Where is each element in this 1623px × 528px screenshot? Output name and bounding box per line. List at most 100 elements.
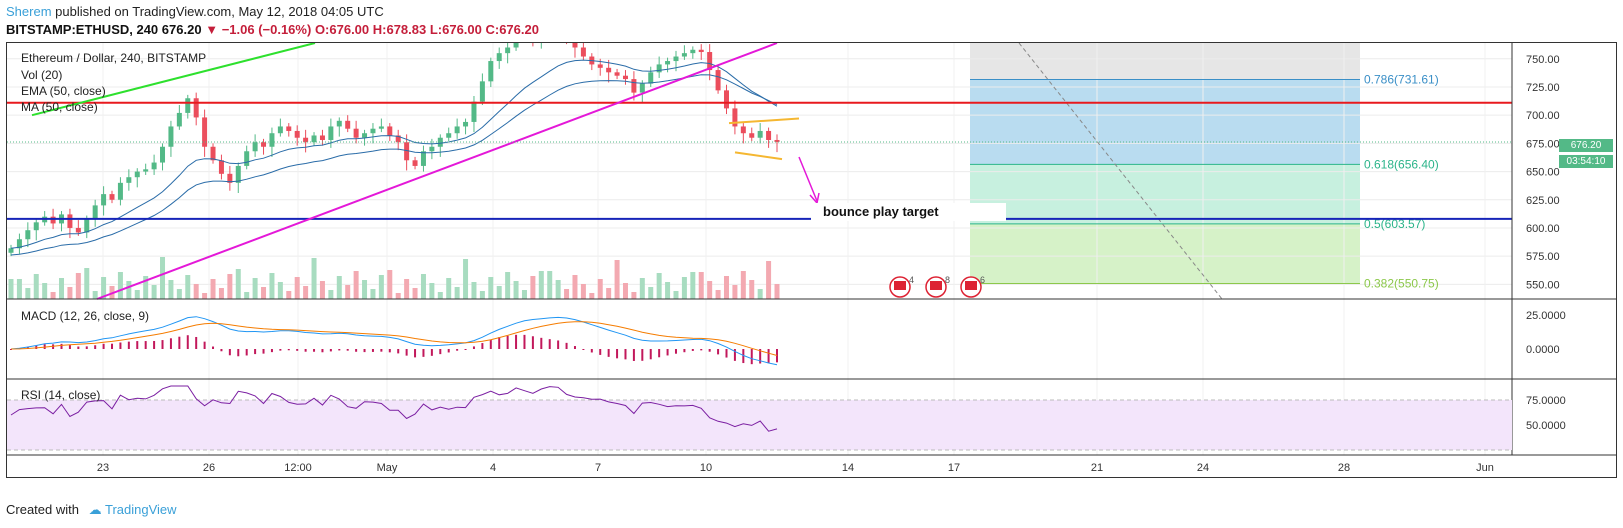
macd-histogram-bar (582, 349, 585, 350)
volume-bar (639, 278, 645, 299)
candle-body (235, 165, 241, 183)
macd-histogram-bar (649, 349, 652, 360)
candle-body (395, 135, 401, 143)
macd-histogram-bar (742, 349, 745, 364)
symbol-label: BITSTAMP:ETHUSD, 240 (6, 22, 159, 37)
candle-body (336, 120, 342, 127)
macd-histogram-bar (77, 346, 80, 349)
last-price-tag: 676.20 (1559, 139, 1613, 152)
candle-body (454, 126, 460, 134)
candle-body (597, 64, 603, 68)
author-link[interactable]: Sherem (6, 4, 52, 19)
x-tick-label: 21 (1091, 462, 1103, 474)
chart-svg[interactable]: 750.00 725.00 700.00 675.00 650.00 625.00 600.… (7, 43, 1616, 477)
volume-bar (505, 272, 511, 299)
volume-bar (227, 274, 233, 299)
macd-histogram-bar (531, 336, 534, 349)
macd-histogram-bar (136, 341, 139, 349)
macd-line (10, 316, 778, 366)
macd-histogram-bar (321, 349, 324, 353)
candle-body (75, 227, 81, 233)
macd-histogram-bar (254, 349, 257, 355)
candle-body (218, 160, 224, 174)
macd-histogram-bar (313, 349, 316, 352)
volume-bar (202, 293, 208, 299)
macd-tick-label: 25.0000 (1526, 310, 1566, 322)
candle-body (723, 90, 729, 109)
volume-bar (345, 285, 351, 299)
event-count: 6 (980, 275, 985, 285)
volume-bar (395, 293, 401, 299)
macd-histogram-bar (153, 340, 156, 349)
macd-histogram-bar (632, 349, 635, 361)
candle-body (740, 126, 746, 134)
magenta-trend-line (96, 43, 778, 300)
candle-body (437, 137, 443, 147)
volume-bar (193, 284, 199, 299)
macd-histogram-bar (296, 349, 299, 351)
macd-histogram-bar (767, 349, 770, 364)
candle-body (766, 130, 772, 140)
legend-vol[interactable]: Vol (20) (21, 68, 63, 82)
macd-histogram-bar (85, 346, 88, 349)
macd-histogram-bar (616, 349, 619, 359)
volume-bar (244, 292, 250, 299)
candle-body (92, 205, 98, 219)
volume-bar (766, 261, 772, 299)
volume-bar (648, 287, 654, 299)
volume-bar (437, 292, 443, 299)
candle-body (505, 47, 511, 54)
legend-rsi[interactable]: RSI (14, close) (21, 388, 101, 402)
candle-body (353, 128, 359, 138)
macd-histogram-bar (700, 349, 703, 351)
volume-bar (774, 284, 780, 299)
volume-bar (555, 280, 561, 299)
macd-histogram-bar (708, 349, 711, 352)
macd-histogram-bar (127, 341, 130, 349)
volume-bar (471, 282, 477, 299)
volume-bar (59, 278, 65, 299)
x-tick-label: 12:00 (284, 462, 312, 474)
x-tick-label: 10 (700, 462, 712, 474)
candle-body (286, 126, 292, 131)
candle-body (277, 126, 283, 134)
candle-body (193, 98, 199, 118)
down-arrow-icon: ▼ (205, 22, 219, 37)
candle-body (294, 130, 300, 138)
macd-histogram-bar (169, 338, 172, 349)
volume-bar (67, 287, 73, 299)
event-count: 4 (909, 275, 914, 285)
candle-body (67, 214, 73, 228)
macd-histogram-bar (371, 349, 374, 352)
volume-bar (673, 291, 679, 299)
publish-text: published on TradingView.com, May 12, 20… (55, 4, 384, 19)
legend-macd[interactable]: MACD (12, 26, close, 9) (21, 309, 150, 323)
candle-body (176, 112, 182, 127)
volume-bar (521, 290, 527, 299)
volume-bar (362, 280, 368, 299)
tradingview-link[interactable]: ☁ TradingView (88, 502, 177, 517)
macd-histogram-bar (641, 349, 644, 361)
volume-bar (378, 275, 384, 299)
macd-histogram-bar (430, 349, 433, 356)
price-tick-label: 575.00 (1526, 251, 1560, 263)
footer: Created with ☁ TradingView (6, 502, 177, 518)
macd-histogram-bar (60, 343, 63, 349)
candle-body (446, 133, 452, 138)
legend-ema[interactable]: EMA (50, close) (21, 84, 106, 98)
macd-histogram-bar (10, 349, 12, 350)
created-with: Created with (6, 502, 79, 517)
legend-ma[interactable]: MA (50, close) (21, 100, 98, 114)
volume-bar (496, 286, 502, 299)
price-tick-label: 700.00 (1526, 110, 1560, 122)
legend-title: Ethereum / Dollar, 240, BITSTAMP (21, 51, 207, 65)
chart-area[interactable]: 750.00 725.00 700.00 675.00 650.00 625.00 600.… (6, 42, 1617, 478)
candle-body (210, 146, 216, 161)
rsi-band (7, 400, 1512, 450)
volume-bar (412, 288, 418, 299)
x-tick-label: 7 (595, 462, 601, 474)
volume-bar (614, 260, 620, 299)
macd-histogram-bar (245, 349, 248, 356)
candle-body (622, 75, 628, 80)
volume-bar (732, 285, 738, 299)
